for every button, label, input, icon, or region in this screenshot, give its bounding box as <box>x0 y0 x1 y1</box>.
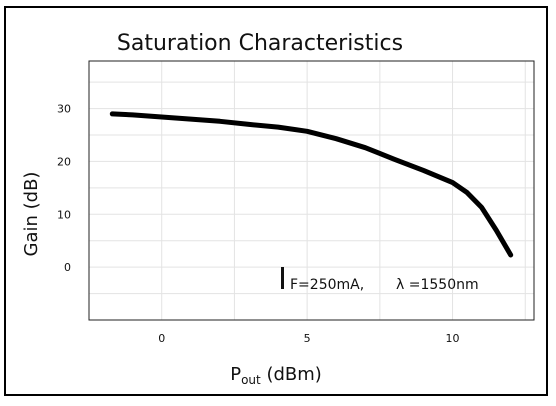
series-layer <box>109 111 514 258</box>
x-axis-label: Pout (dBm) <box>230 364 322 387</box>
plot-area <box>88 60 535 321</box>
y-tick-label: 10 <box>57 208 71 221</box>
tick-labels: 0 5 10 0 10 20 30 <box>57 103 460 345</box>
x-axis-label-subscript: out <box>241 373 261 387</box>
x-tick-label: 5 <box>304 332 311 345</box>
annotation-bar-glyph <box>281 267 284 289</box>
y-tick-label: 0 <box>64 261 71 274</box>
x-axis-label-unit: (dBm) <box>261 364 322 385</box>
annotation: F=250mA, λ =1550nm <box>281 267 479 293</box>
grid <box>89 61 534 320</box>
y-tick-label: 30 <box>57 103 71 116</box>
annotation-wavelength: λ =1550nm <box>396 277 479 293</box>
chart-frame: Saturation Characteristics 0 5 10 0 10 20 30 P… <box>4 6 548 396</box>
chart-title: Saturation Characteristics <box>117 31 403 56</box>
x-tick-label: 10 <box>446 332 460 345</box>
y-tick-label: 20 <box>57 155 71 168</box>
annotation-current: F=250mA, <box>290 277 364 293</box>
x-tick-label: 0 <box>158 332 165 345</box>
chart-svg: Saturation Characteristics 0 5 10 0 10 20 30 P… <box>21 31 535 387</box>
x-axis-label-main: P <box>230 364 241 385</box>
y-axis-label: Gain (dB) <box>21 172 42 257</box>
series-line <box>109 111 514 258</box>
